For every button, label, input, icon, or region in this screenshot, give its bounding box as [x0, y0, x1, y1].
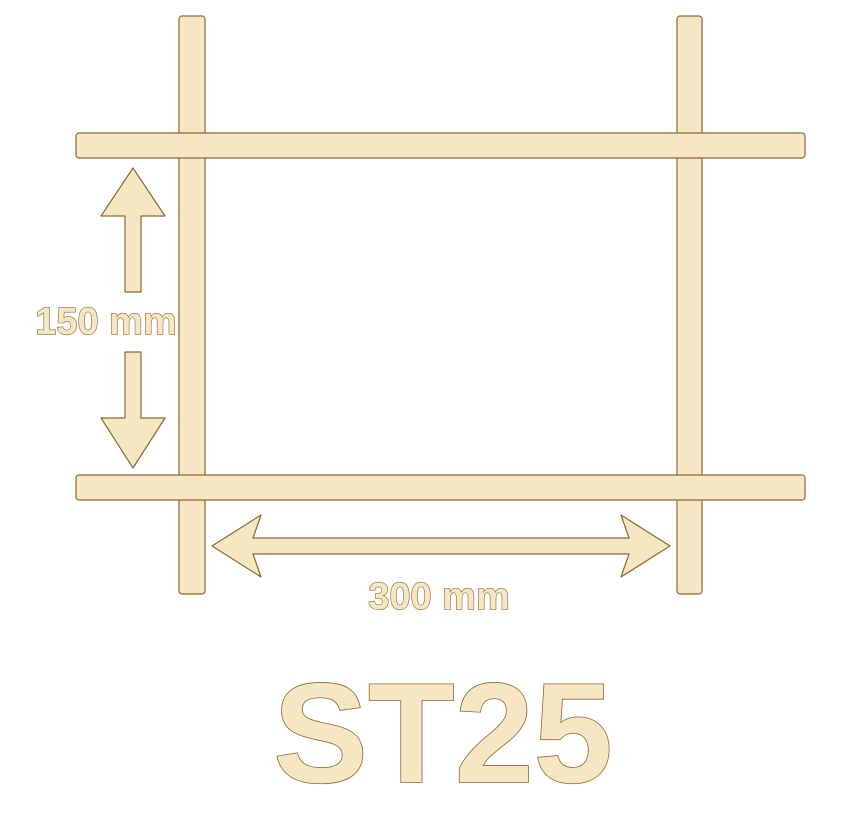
joint-bottom-right [678, 476, 701, 499]
arrow-down-icon [100, 351, 166, 469]
joint-top-right [678, 134, 701, 157]
arrow-up-icon [100, 167, 166, 293]
joint-bottom-left [180, 476, 204, 499]
joint-top-left [180, 134, 204, 157]
vertical-wire-left [178, 15, 206, 595]
vertical-wire-right [676, 15, 703, 595]
product-code-label: ST25 [273, 654, 612, 812]
height-dimension-label: 150 mm [35, 301, 177, 343]
double-arrow-horizontal-icon [211, 514, 671, 578]
width-dimension-label: 300 mm [368, 576, 510, 618]
horizontal-wire-bottom [75, 474, 806, 501]
horizontal-wire-top [75, 132, 806, 159]
